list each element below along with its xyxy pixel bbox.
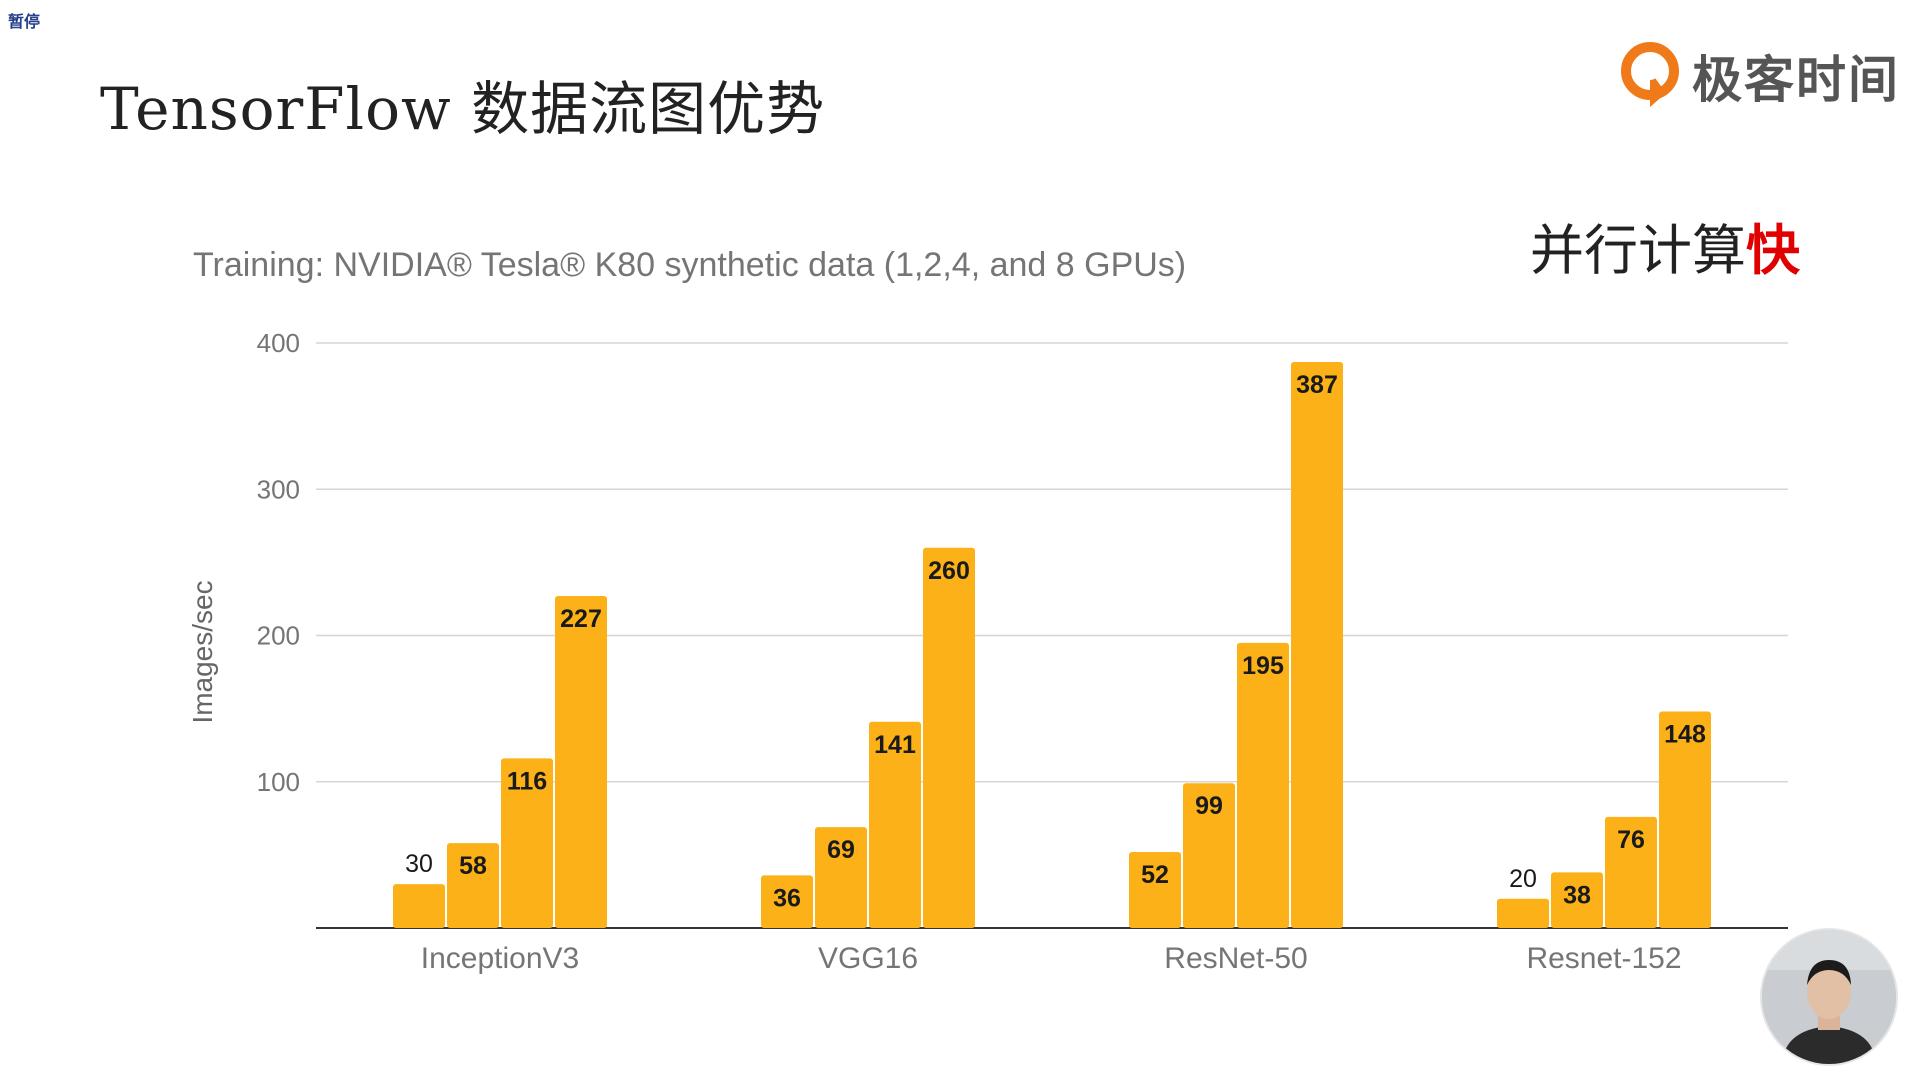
y-tick-label: 100 (257, 767, 300, 797)
bar-value-label: 58 (459, 852, 487, 880)
bar (1129, 851, 1181, 928)
bar (1551, 872, 1603, 928)
x-category-label: InceptionV3 (421, 942, 579, 975)
bar (815, 827, 867, 928)
bar-value-label: 69 (827, 836, 855, 864)
x-category-label: Resnet-152 (1526, 942, 1681, 975)
chart-title: Training: NVIDIA® Tesla® K80 synthetic d… (193, 246, 1187, 284)
geektime-logo-icon (1621, 42, 1679, 107)
bar-value-label: 141 (874, 731, 916, 759)
brand-logo: 极客时间 (1620, 40, 1900, 112)
bar (1659, 711, 1711, 928)
slide-title: TensorFlow 数据流图优势 (100, 75, 826, 143)
bar (761, 875, 813, 928)
y-tick-label: 400 (257, 328, 300, 358)
brand-name: 极客时间 (1692, 51, 1900, 109)
presenter-avatar-icon (1762, 930, 1896, 1064)
presenter-webcam (1760, 928, 1898, 1066)
bar-value-label: 76 (1617, 826, 1645, 854)
bar (923, 547, 975, 928)
tagline: 并行计算快 (1530, 206, 1800, 285)
x-category-label: VGG16 (818, 942, 918, 975)
bar (1291, 362, 1343, 928)
bar-value-label: 36 (773, 884, 801, 912)
tagline-main: 并行计算 (1530, 219, 1746, 282)
tagline-accent: 快 (1746, 219, 1800, 282)
bar (393, 884, 445, 928)
pause-badge[interactable]: 暂停 (8, 12, 41, 31)
y-tick-label: 300 (257, 474, 300, 504)
bar (869, 721, 921, 928)
bar-value-label: 387 (1296, 371, 1338, 399)
bar (1237, 642, 1289, 928)
bar-value-label: 227 (560, 605, 602, 633)
y-axis-label: Images/sec (187, 580, 218, 723)
bar (555, 596, 607, 928)
bar (1605, 816, 1657, 928)
bar-value-label: 99 (1195, 792, 1223, 820)
bar-value-label: 30 (405, 850, 433, 878)
x-category-label: ResNet-50 (1164, 942, 1307, 975)
bar-value-label: 38 (1563, 881, 1591, 909)
bar (447, 843, 499, 928)
bar-value-label: 260 (928, 557, 970, 585)
bar-value-label: 116 (507, 767, 547, 795)
y-tick-label: 200 (257, 621, 300, 651)
bar (1183, 783, 1235, 928)
bar (501, 758, 553, 928)
bar-value-label: 195 (1242, 652, 1284, 680)
bar-value-label: 52 (1141, 861, 1169, 889)
bar-value-label: 20 (1509, 865, 1537, 893)
bar (1497, 898, 1549, 928)
bar-value-label: 148 (1664, 721, 1706, 749)
